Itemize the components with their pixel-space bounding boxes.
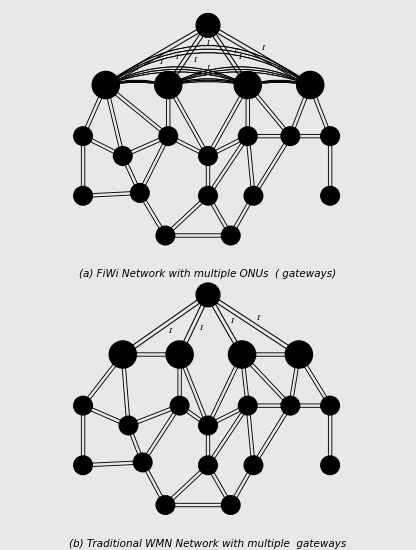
Circle shape [196,13,220,37]
Text: $U_0$: $U_0$ [202,19,214,32]
Circle shape [244,456,263,475]
Text: I: I [233,47,236,55]
Circle shape [166,341,193,368]
Text: I: I [206,39,210,47]
Text: (a) FiWi Network with multiple ONUs  ( gateways): (a) FiWi Network with multiple ONUs ( ga… [79,270,337,279]
Circle shape [74,396,92,415]
Text: I: I [262,45,265,52]
Text: I: I [175,53,178,61]
Circle shape [119,416,138,435]
Circle shape [297,72,324,98]
Circle shape [156,496,175,514]
Circle shape [114,147,132,166]
Text: I: I [277,64,280,72]
Circle shape [74,126,92,146]
Circle shape [238,126,257,146]
Text: I: I [199,324,203,332]
Circle shape [321,186,339,205]
Circle shape [281,396,300,415]
Circle shape [321,456,339,475]
Text: $G_2$: $G_2$ [162,79,174,91]
Circle shape [131,184,149,202]
Circle shape [159,126,178,146]
Text: I: I [256,314,260,322]
Circle shape [281,126,300,146]
Text: $G_1$: $G_1$ [100,79,111,91]
Circle shape [196,283,220,307]
Text: I: I [206,64,210,72]
Circle shape [74,186,92,205]
Circle shape [198,416,218,435]
Text: (b) Traditional WMN Network with multiple  gateways: (b) Traditional WMN Network with multipl… [69,539,347,549]
Text: I: I [159,58,163,66]
Circle shape [285,341,312,368]
Circle shape [228,341,256,368]
Circle shape [221,496,240,514]
Circle shape [109,341,136,368]
Text: I: I [168,327,171,335]
Text: I: I [230,317,233,324]
Text: $G_2$: $G_2$ [174,348,186,361]
Circle shape [234,72,261,98]
Circle shape [238,396,257,415]
Circle shape [198,456,218,475]
Text: $G_1$: $G_1$ [117,348,129,361]
Circle shape [155,72,182,98]
Text: I: I [193,56,196,64]
Circle shape [321,396,339,415]
Text: I: I [238,53,241,61]
Circle shape [198,186,218,205]
Text: $G_4$: $G_4$ [293,348,305,361]
Circle shape [92,72,119,98]
Text: $G_4$: $G_4$ [304,79,316,91]
Circle shape [156,226,175,245]
Text: $G_3$: $G_3$ [236,348,248,361]
Circle shape [198,147,218,166]
Circle shape [170,396,189,415]
Circle shape [74,456,92,475]
Text: $U_0$: $U_0$ [202,289,214,301]
Circle shape [133,453,152,472]
Text: $G_3$: $G_3$ [242,79,254,91]
Circle shape [244,186,263,205]
Text: I: I [136,64,139,72]
Circle shape [221,226,240,245]
Circle shape [321,126,339,146]
